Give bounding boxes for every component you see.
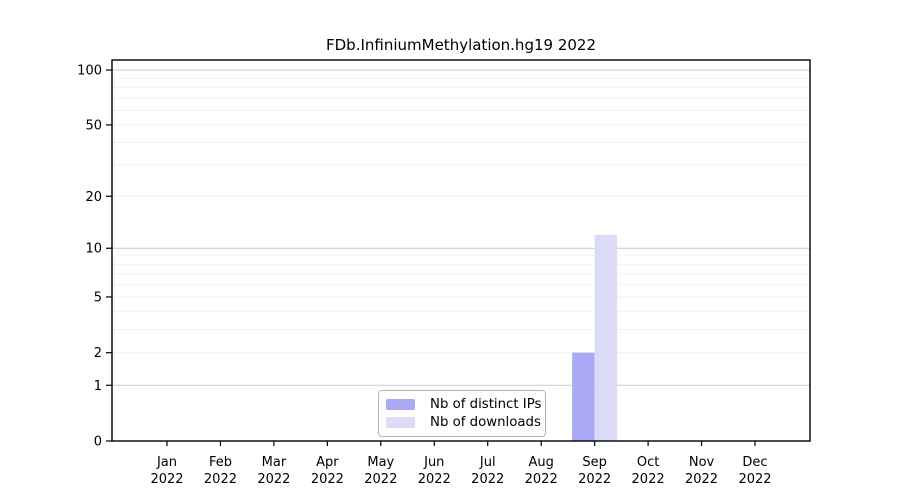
x-tick-label-month: Dec [742,455,767,470]
y-tick-label: 5 [94,290,102,305]
legend-label-distinct-ips: Nb of distinct IPs [430,397,542,412]
x-tick-label-year: 2022 [685,472,718,487]
x-tick-label-year: 2022 [418,472,451,487]
legend-swatch-distinct-ips [386,399,415,410]
legend-label-downloads: Nb of downloads [430,415,541,430]
x-tick-label-year: 2022 [311,472,344,487]
x-tick-label-year: 2022 [578,472,611,487]
y-tick-label: 2 [94,346,102,361]
y-tick-label: 50 [85,118,102,133]
chart-title: FDb.InfiniumMethylation.hg19 2022 [326,36,596,54]
x-tick-label-year: 2022 [525,472,558,487]
x-tick-label-month: Jun [423,455,444,470]
x-tick-label-month: Sep [582,455,607,470]
x-tick-label-year: 2022 [257,472,290,487]
x-tick-label-month: Aug [528,455,553,470]
bar-downloads [594,234,618,441]
x-tick-label-year: 2022 [204,472,237,487]
y-tick-label: 10 [85,242,102,257]
y-tick-label: 100 [77,64,102,79]
x-tick-label-year: 2022 [632,472,665,487]
bar-distinct-ips [572,352,595,441]
x-tick-label-month: May [367,455,394,470]
x-tick-label-month: Feb [209,455,232,470]
y-tick-label: 20 [85,190,102,205]
x-tick-label-year: 2022 [738,472,771,487]
x-tick-label-month: Oct [637,455,659,470]
x-tick-label-month: Apr [316,455,339,470]
x-tick-label-year: 2022 [471,472,504,487]
y-tick-label: 0 [94,435,102,450]
x-tick-label-month: Jan [156,455,177,470]
legend-swatch-downloads [386,417,415,428]
legend: Nb of distinct IPs Nb of downloads [378,390,546,437]
legend-item-downloads: Nb of downloads [386,415,541,430]
x-tick-label-month: Jul [479,455,496,470]
x-tick-label-month: Mar [262,455,287,470]
x-tick-label-month: Nov [689,455,715,470]
legend-item-distinct-ips: Nb of distinct IPs [386,397,541,412]
y-tick-label: 1 [94,379,102,394]
x-tick-label-year: 2022 [150,472,183,487]
x-tick-label-year: 2022 [364,472,397,487]
plot-frame [111,59,811,442]
